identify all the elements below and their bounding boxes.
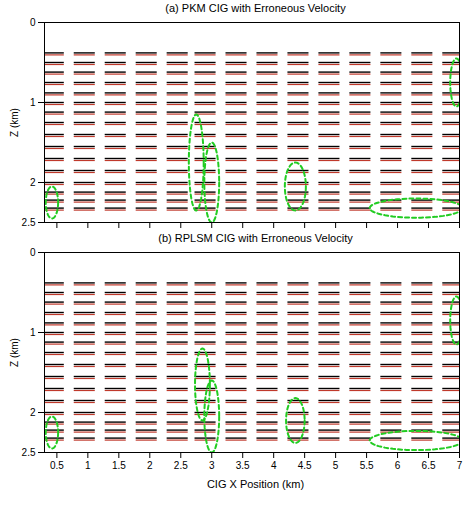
svg-text:4: 4 bbox=[271, 460, 277, 471]
svg-text:5.5: 5.5 bbox=[360, 460, 374, 471]
svg-text:6.5: 6.5 bbox=[422, 460, 436, 471]
svg-text:2: 2 bbox=[30, 177, 36, 188]
svg-text:5: 5 bbox=[333, 460, 339, 471]
svg-text:2.5: 2.5 bbox=[174, 460, 188, 471]
svg-text:0.5: 0.5 bbox=[50, 460, 64, 471]
svg-text:7: 7 bbox=[457, 460, 463, 471]
svg-text:2: 2 bbox=[30, 407, 36, 418]
svg-text:1: 1 bbox=[30, 327, 36, 338]
svg-text:1: 1 bbox=[85, 460, 91, 471]
svg-text:0: 0 bbox=[30, 17, 36, 28]
svg-text:6: 6 bbox=[395, 460, 401, 471]
svg-text:1: 1 bbox=[30, 97, 36, 108]
svg-text:Z (km): Z (km) bbox=[9, 108, 20, 137]
html-text:(b) RPLSM CIG with Erroneous V: (b) RPLSM CIG with Erroneous Velocity bbox=[158, 232, 353, 244]
svg-text:3.5: 3.5 bbox=[236, 460, 250, 471]
svg-text:Z (km): Z (km) bbox=[9, 338, 20, 367]
html-text:(a) PKM CIG with Erroneous Vel: (a) PKM CIG with Erroneous Velocity bbox=[165, 2, 346, 14]
svg-text:1.5: 1.5 bbox=[112, 460, 126, 471]
svg-text:0: 0 bbox=[30, 247, 36, 258]
html-text:CIG X Position (km): CIG X Position (km) bbox=[206, 478, 305, 490]
svg-text:2.5: 2.5 bbox=[22, 217, 36, 228]
svg-text:3: 3 bbox=[209, 460, 215, 471]
svg-text:4.5: 4.5 bbox=[298, 460, 312, 471]
svg-text:2: 2 bbox=[147, 460, 153, 471]
svg-text:2.5: 2.5 bbox=[22, 447, 36, 458]
